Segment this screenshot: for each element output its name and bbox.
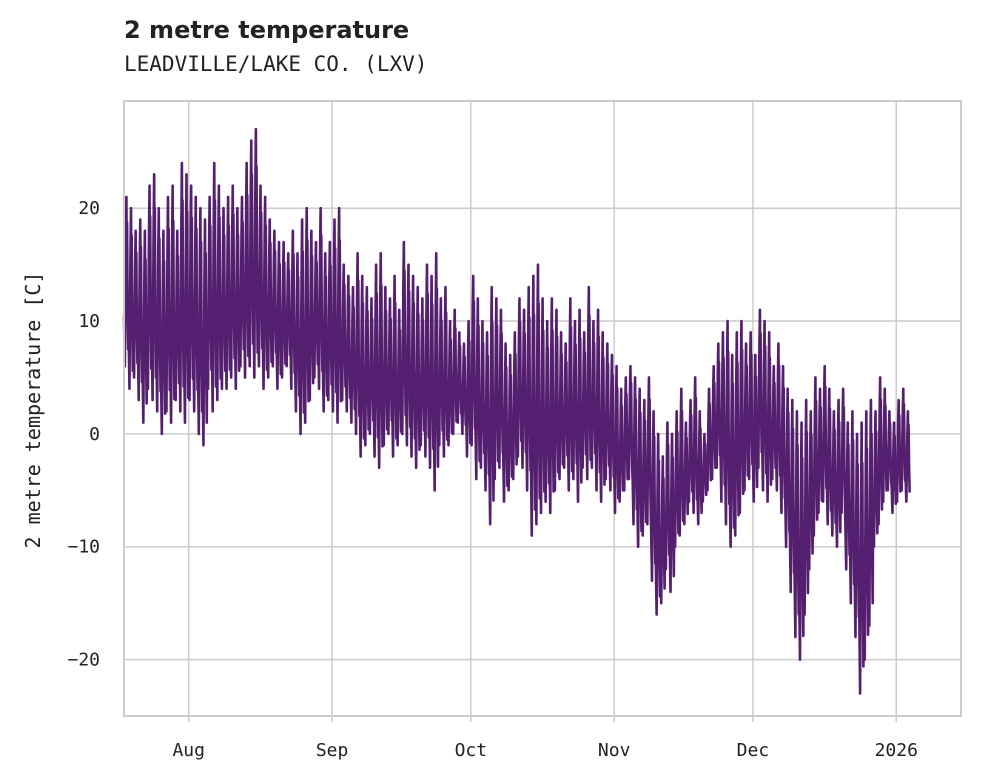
y-tick-label: −20 (67, 650, 100, 671)
x-tick-label: 2026 (875, 740, 918, 761)
plot-frame (123, 100, 962, 717)
x-axis-ticks: Aug Sep Oct Nov Dec 2026 (172, 716, 918, 761)
x-tick-label: Aug (172, 740, 205, 761)
y-tick-label: 0 (89, 424, 100, 445)
x-tick-label: Dec (737, 740, 770, 761)
y-tick-label: −10 (67, 537, 100, 558)
x-tick-label: Sep (316, 740, 349, 761)
temperature-series-line (122, 127, 911, 695)
chart-subtitle: LEADVILLE/LAKE CO. (LXV) (124, 52, 428, 76)
y-tick-label: 20 (78, 198, 100, 219)
y-axis-ticks: 20 10 0 −10 −20 (67, 198, 100, 670)
y-tick-label: 10 (78, 311, 100, 332)
series-layer (122, 127, 911, 695)
x-tick-label: Nov (598, 740, 631, 761)
x-tick-label: Oct (455, 740, 488, 761)
y-axis-label: 2 metre temperature [C] (21, 272, 45, 549)
chart-title: 2 metre temperature (124, 16, 410, 44)
